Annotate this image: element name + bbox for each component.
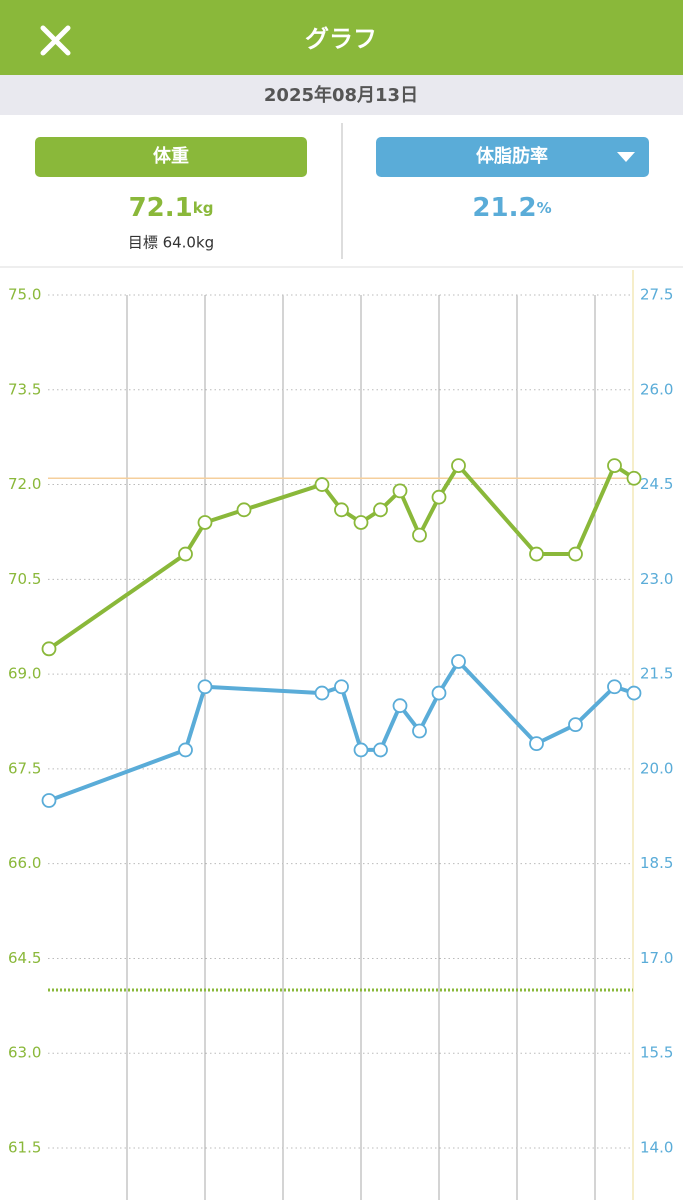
fat-value: 21.2%	[472, 193, 551, 223]
y-tick-label: 70.5	[8, 570, 41, 588]
y2-tick-label: 17.0	[640, 949, 673, 967]
data-point	[334, 502, 349, 518]
y-tick-label: 61.5	[8, 1139, 41, 1157]
y2-tick-label: 18.5	[640, 854, 673, 872]
series-line	[47, 463, 636, 651]
data-point	[197, 515, 213, 530]
data-point	[314, 477, 330, 492]
y-tick-label: 75.0	[8, 286, 41, 304]
data-point	[41, 641, 57, 657]
y2-tick-label: 27.5	[640, 286, 673, 304]
data-point	[353, 515, 369, 530]
weight-number: 72.1	[129, 193, 193, 223]
header-title: グラフ	[305, 25, 377, 53]
close-button[interactable]	[40, 25, 71, 56]
data-point	[178, 546, 193, 562]
y-tick-label: 64.5	[8, 949, 41, 967]
data-point	[373, 742, 388, 758]
data-point	[178, 742, 193, 758]
data-point	[451, 654, 466, 669]
y-tick-label: 73.5	[8, 380, 41, 398]
y2-tick-label: 14.0	[640, 1139, 673, 1157]
y-tick-label: 66.0	[8, 854, 41, 872]
weight-tab[interactable]	[35, 137, 307, 177]
data-point	[353, 742, 369, 758]
data-point	[373, 502, 388, 518]
y-tick-label: 69.0	[8, 665, 41, 683]
y2-tick-label: 26.0	[640, 380, 673, 398]
fat-tab[interactable]	[376, 137, 649, 177]
data-point	[568, 717, 583, 733]
data-point	[431, 685, 447, 701]
data-point	[568, 546, 583, 562]
data-point	[626, 685, 642, 701]
data-point	[529, 736, 544, 752]
data-point	[392, 698, 408, 714]
weight-value: 72.1kg	[129, 193, 214, 223]
data-point	[626, 470, 642, 486]
header-bar	[0, 0, 683, 75]
data-point	[41, 793, 57, 808]
data-point	[451, 458, 466, 474]
chart: 75.0 73.5 72.0 70.5 69.0 67.5 66.0 64.5 63.0 61.5…	[8, 286, 673, 1200]
data-point	[607, 679, 622, 695]
fat-tab-label: 体脂肪率	[476, 145, 548, 167]
data-point	[412, 723, 427, 739]
weight-tab-label: 体重	[153, 145, 189, 167]
y2-tick-label: 24.5	[640, 475, 673, 493]
data-point	[431, 489, 447, 505]
y2-tick-label: 21.5	[640, 665, 673, 683]
data-point	[236, 502, 252, 518]
y-tick-label: 72.0	[8, 475, 41, 493]
y-tick-label: 67.5	[8, 759, 41, 777]
fat-number: 21.2	[472, 193, 536, 223]
data-point	[314, 685, 330, 701]
data-point	[334, 679, 349, 695]
data-point	[392, 483, 408, 499]
data-point	[412, 527, 427, 543]
date-bar	[0, 75, 683, 115]
weight-unit: kg	[193, 199, 214, 217]
data-point	[529, 546, 544, 562]
dropdown-icon[interactable]	[617, 152, 635, 162]
y-tick-label: 63.0	[8, 1044, 41, 1062]
data-point	[197, 679, 213, 695]
data-point	[607, 458, 622, 474]
date: 2025年08月13日	[264, 84, 418, 106]
y2-tick-label: 23.0	[640, 570, 673, 588]
fat-unit: %	[537, 199, 552, 217]
y2-tick-label: 15.5	[640, 1044, 673, 1062]
y2-tick-label: 20.0	[640, 759, 673, 777]
weight-goal: 目標 64.0kg	[128, 234, 214, 252]
